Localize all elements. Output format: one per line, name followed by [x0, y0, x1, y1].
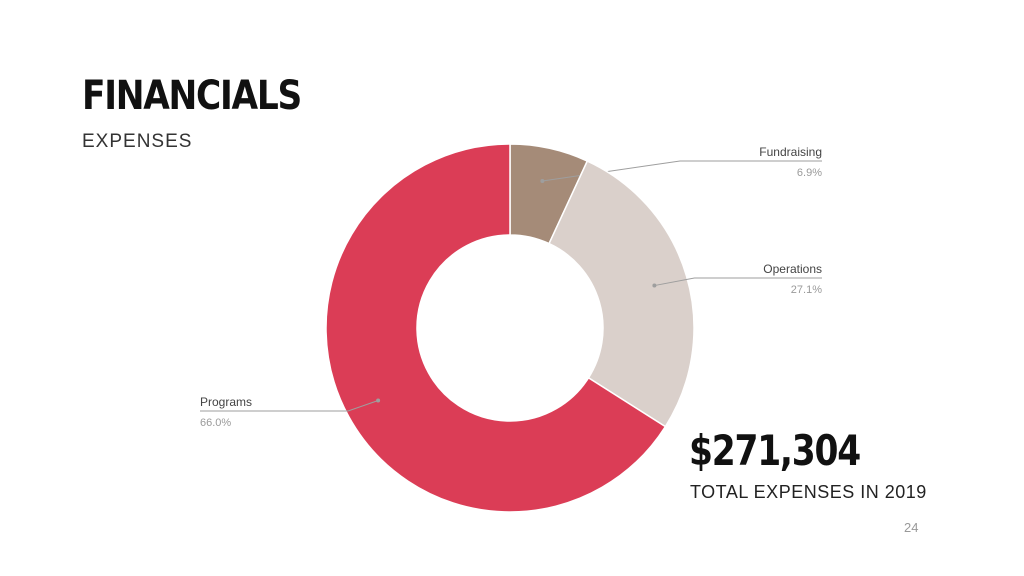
slice-value-programs: 66.0%: [200, 417, 231, 429]
leader-dot-fundraising: [540, 179, 545, 184]
slice-operations: [548, 160, 695, 428]
leader-line-programs: [200, 400, 379, 412]
leader-line-operations: [654, 277, 822, 287]
slide-title: FINANCIALS: [82, 73, 302, 119]
slice-value-operations: 27.1%: [791, 284, 822, 296]
slice-label-operations: Operations: [763, 262, 822, 276]
total-expenses-amount: $271,304: [689, 426, 861, 475]
leader-dot-operations: [652, 283, 657, 288]
slice-programs: [325, 143, 667, 513]
total-expenses-caption: TOTAL EXPENSES IN 2019: [690, 482, 927, 502]
leader-dot-programs: [376, 398, 381, 403]
page-number: 24: [904, 520, 919, 535]
slice-label-programs: Programs: [200, 395, 252, 409]
slice-label-fundraising: Fundraising: [759, 145, 822, 159]
slide-subtitle: EXPENSES: [82, 131, 193, 152]
slice-value-fundraising: 6.9%: [797, 167, 822, 179]
